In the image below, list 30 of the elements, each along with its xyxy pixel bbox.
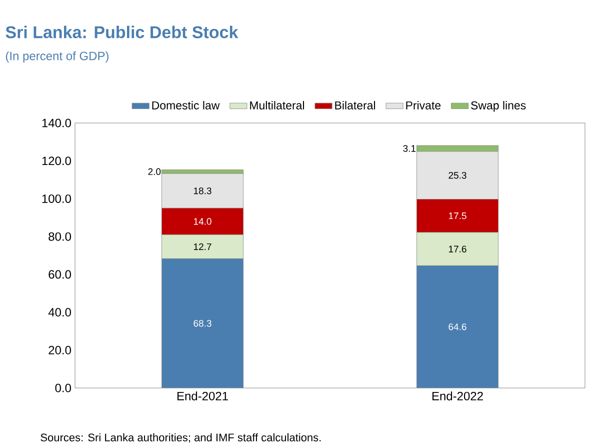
bar xyxy=(162,258,244,388)
chart-title: Sri Lanka: Public Debt Stock xyxy=(6,26,238,38)
data-label: 17.6 xyxy=(448,246,466,252)
legend-label: Domestic law xyxy=(152,101,220,110)
data-label: 2.0 xyxy=(148,168,161,175)
data-label: 3.1 xyxy=(403,145,416,152)
y-tick-label: 0.0 xyxy=(55,384,72,392)
y-tick-label: 120.0 xyxy=(42,156,72,166)
y-tick-label: 100.0 xyxy=(42,194,72,203)
data-label: 14.0 xyxy=(194,218,212,225)
y-tick-label: 80.0 xyxy=(48,232,72,241)
legend-label: Multilateral xyxy=(250,101,304,110)
legend-label: Private xyxy=(406,101,441,110)
data-label: 18.3 xyxy=(194,187,212,194)
x-tick-label: End-2021 xyxy=(177,392,228,400)
chart-subtitle: (In percent of GDP) xyxy=(6,51,108,63)
bar xyxy=(416,266,498,388)
data-label: 12.7 xyxy=(194,243,212,250)
data-label: 25.3 xyxy=(448,172,466,179)
y-tick-label: 40.0 xyxy=(48,308,72,317)
data-label: 68.3 xyxy=(194,320,212,327)
y-tick-label: 60.0 xyxy=(48,270,72,279)
y-tick-label: 140.0 xyxy=(42,118,72,128)
y-tick-label: 20.0 xyxy=(48,346,72,354)
data-label: 17.5 xyxy=(448,212,466,220)
data-label: 64.6 xyxy=(448,323,466,330)
x-tick-label: End-2022 xyxy=(432,392,483,400)
legend-label: Bilateral xyxy=(335,101,376,110)
source-note: Sources: Sri Lanka authorities; and IMF staff calculations. xyxy=(40,433,321,443)
legend-label: Swap lines xyxy=(471,101,526,112)
